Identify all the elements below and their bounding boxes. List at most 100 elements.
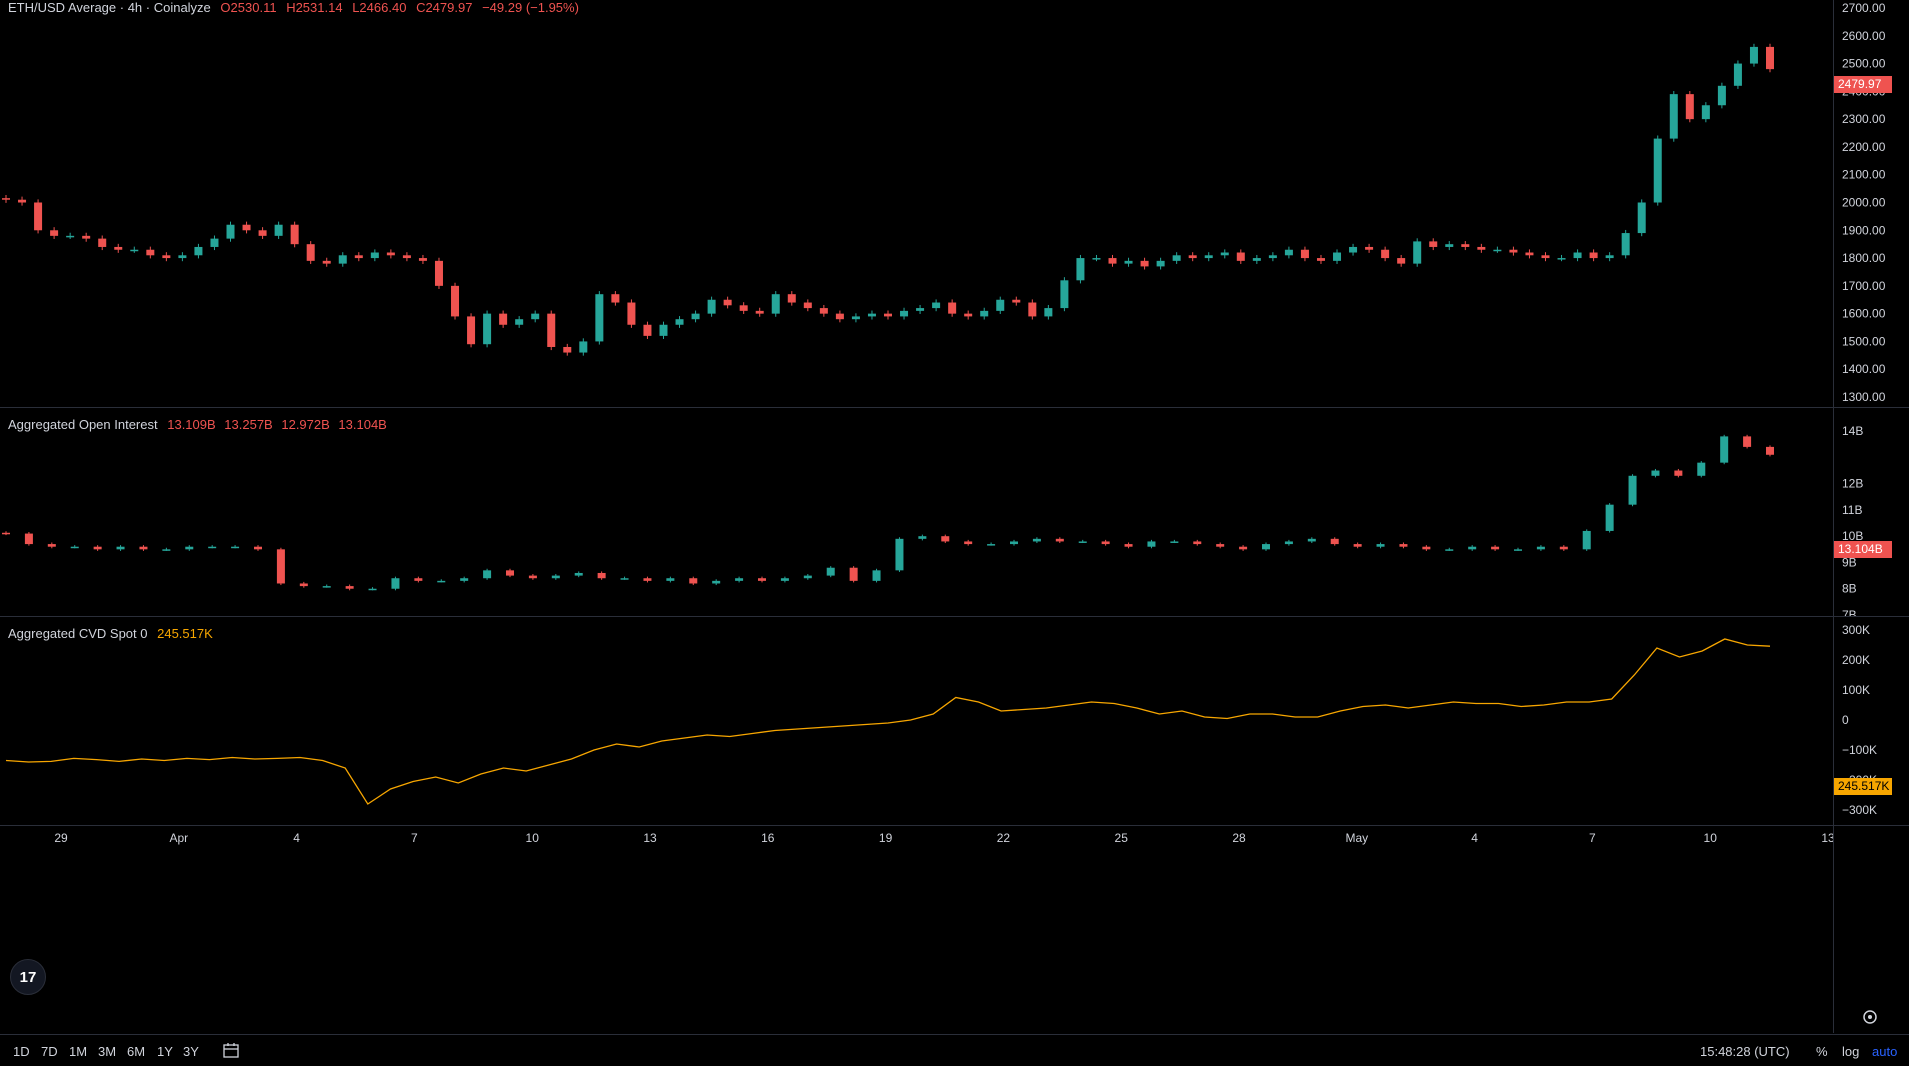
gear-icon[interactable] — [1860, 1007, 1880, 1027]
price-candle — [691, 310, 700, 323]
cvd-tick-label: 0 — [1842, 713, 1849, 727]
oi-candle — [276, 547, 285, 586]
price-candle — [354, 252, 363, 262]
price-candle — [819, 304, 828, 317]
price-candle — [900, 307, 909, 320]
price-candle — [370, 249, 379, 262]
symbol-title[interactable]: ETH/USD Average · 4h · Coinalyze — [8, 0, 211, 15]
timeframe-3y[interactable]: 3Y — [183, 1044, 199, 1059]
oi-candle — [1101, 539, 1110, 546]
price-candle — [579, 338, 588, 356]
price-candle — [787, 291, 796, 306]
price-candle — [1172, 252, 1181, 264]
cvd-last-tag: 245.517K — [1834, 778, 1892, 795]
price-tick-label: 2100.00 — [1842, 168, 1886, 182]
utc-clock[interactable]: 15:48:28 (UTC) — [1700, 1044, 1790, 1059]
oi-candle — [872, 568, 881, 583]
price-candle — [306, 241, 315, 264]
price-axis[interactable]: 2700.002600.002500.002400.002300.002200.… — [1834, 0, 1909, 407]
pane-separator-1[interactable] — [0, 407, 1909, 408]
timeframe-6m[interactable]: 6M — [127, 1044, 146, 1059]
oi-title[interactable]: Aggregated Open Interest — [8, 417, 158, 432]
price-candle — [1637, 199, 1646, 237]
oi-candle — [185, 545, 194, 551]
price-candle — [1220, 249, 1229, 259]
oi-pane[interactable]: Aggregated Open Interest 13.109B 13.257B… — [0, 408, 1833, 616]
price-tick-label: 1400.00 — [1842, 362, 1886, 376]
price-candle — [1541, 252, 1550, 262]
time-tick-label: 28 — [1232, 831, 1246, 845]
oi-candle — [1697, 461, 1706, 478]
price-candle — [418, 254, 427, 264]
oi-candle — [758, 576, 766, 583]
price-candle — [1092, 254, 1101, 262]
oi-candle — [460, 576, 469, 583]
timeframe-1m[interactable]: 1M — [69, 1044, 88, 1059]
oi-candle — [735, 576, 744, 583]
price-candle — [531, 310, 540, 323]
cvd-chart[interactable] — [0, 617, 1833, 825]
timeframe-7d[interactable]: 7D — [41, 1044, 58, 1059]
time-tick-label: 7 — [411, 831, 418, 845]
log-scale-button[interactable]: log — [1842, 1044, 1860, 1059]
oi-candle — [24, 531, 33, 546]
pane-separator-2[interactable] — [0, 616, 1909, 617]
price-candle — [451, 282, 460, 320]
oi-candle — [1353, 542, 1362, 549]
price-candle — [338, 252, 347, 267]
oi-candle — [1330, 537, 1339, 546]
oi-tick-label: 10B — [1842, 529, 1863, 543]
timeframe-1y[interactable]: 1Y — [157, 1044, 173, 1059]
price-chart[interactable] — [0, 0, 1833, 407]
price-candle — [1717, 82, 1726, 109]
price-candle — [1573, 249, 1582, 262]
cvd-title[interactable]: Aggregated CVD Spot 0 — [8, 626, 148, 641]
price-candle — [130, 246, 139, 253]
oi-chart[interactable] — [0, 408, 1833, 616]
timeframe-1d[interactable]: 1D — [13, 1044, 30, 1059]
oi-candle — [368, 587, 377, 591]
oi-candle — [391, 576, 400, 591]
auto-scale-button[interactable]: auto — [1872, 1044, 1898, 1059]
oi-candle — [1032, 537, 1041, 544]
oi-axis[interactable]: 14B 12B 11B 10B 9B 8B 7B — [1834, 408, 1909, 622]
price-candle — [851, 313, 860, 323]
percent-scale-button[interactable]: % — [1816, 1044, 1828, 1059]
price-candle — [835, 310, 844, 323]
timeframe-3m[interactable]: 3M — [98, 1044, 117, 1059]
price-candle — [226, 221, 235, 242]
oi-value-3: 13.104B — [338, 417, 387, 432]
oi-candle — [483, 568, 492, 580]
price-candle — [1349, 243, 1358, 256]
cvd-pane[interactable]: Aggregated CVD Spot 0 245.517K — [0, 617, 1833, 825]
time-axis[interactable]: 29 Apr 4 7 10 13 16 19 22 25 28 May 4 7 10 13 — [0, 826, 1835, 1033]
cvd-tick-label: 100K — [1842, 683, 1870, 697]
price-candle — [1461, 241, 1470, 251]
tradingview-logo-icon[interactable]: 17 — [10, 959, 46, 995]
price-candle — [162, 252, 171, 262]
price-candle — [1701, 102, 1710, 123]
oi-value-0: 13.109B — [167, 417, 216, 432]
oi-candle — [1422, 545, 1431, 551]
price-candle — [1621, 229, 1630, 259]
oi-candle — [47, 542, 56, 549]
price-tick-label: 2200.00 — [1842, 140, 1886, 154]
oi-candle — [666, 576, 675, 583]
price-last-tag: 2479.97 — [1834, 76, 1892, 93]
price-candle — [210, 235, 219, 251]
oi-candle — [1010, 539, 1018, 546]
price-candle — [1300, 246, 1309, 262]
time-tick-label: 13 — [643, 831, 657, 845]
oi-candle — [964, 539, 973, 546]
calendar-icon[interactable] — [222, 1041, 240, 1062]
legend-high: H2531.14 — [286, 0, 343, 15]
price-candle — [82, 232, 91, 242]
price-candle — [755, 307, 764, 317]
price-candle — [884, 310, 892, 320]
oi-candle — [1078, 539, 1087, 544]
oi-candle — [1491, 545, 1500, 551]
time-tick-label: 4 — [293, 831, 300, 845]
price-pane[interactable]: ETH/USD Average · 4h · Coinalyze O2530.1… — [0, 0, 1833, 407]
oi-value-2: 12.972B — [281, 417, 330, 432]
